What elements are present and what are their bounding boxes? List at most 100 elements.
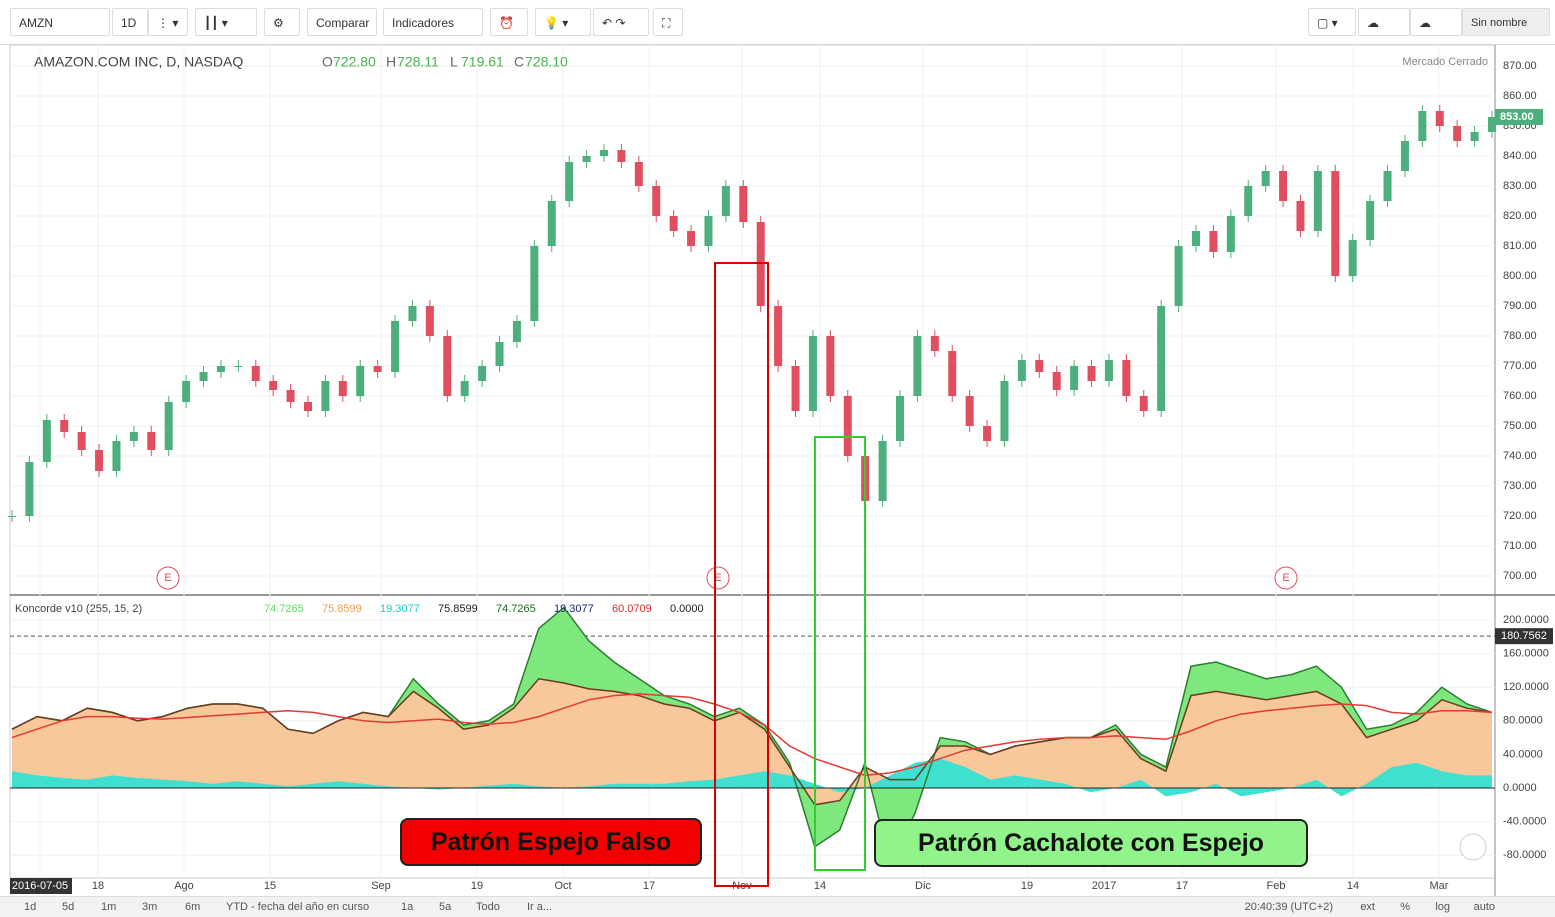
symbol-input[interactable]: AMZN — [10, 8, 110, 36]
candle — [704, 216, 713, 246]
candle — [1087, 366, 1096, 381]
indicator-value: 60.0709 — [612, 603, 652, 615]
candle — [147, 432, 156, 450]
red-box — [714, 262, 769, 887]
indicator-value: 19.3077 — [380, 603, 420, 615]
candle — [1139, 396, 1148, 411]
undo-redo[interactable]: ↶ ↷ — [593, 8, 649, 36]
y-tick-label: 860.00 — [1503, 90, 1537, 102]
scale-option[interactable]: % — [1400, 901, 1410, 913]
menu[interactable]: ⋮ ▾ — [148, 8, 188, 36]
clock[interactable]: 20:40:39 (UTC+2) — [1244, 901, 1333, 913]
candle — [77, 432, 86, 450]
candle — [739, 186, 748, 222]
candle — [216, 366, 225, 372]
ohlc-key: O — [322, 54, 333, 70]
indicator-value: 74.7265 — [264, 603, 304, 615]
indicator-area — [12, 678, 1492, 805]
date-tag — [10, 878, 72, 894]
x-tick-label: 19 — [1021, 880, 1033, 892]
range-button[interactable]: 3m — [142, 901, 158, 913]
candle — [129, 432, 138, 441]
y-tick-label: 830.00 — [1503, 180, 1537, 192]
ohlc-value: 722.80 — [333, 54, 376, 70]
alert[interactable]: ⏰ — [490, 8, 528, 36]
interval[interactable]: 1D — [112, 8, 148, 36]
indicator-value: 75.8599 — [438, 603, 478, 615]
range-button[interactable]: Todo — [476, 901, 500, 913]
chart: 2016-07-05 18 Ago 15 Sep 19 Oct 17 Nov 14 Dic 19 201… — [8, 44, 1555, 896]
candle — [8, 516, 16, 517]
y-tick-label: 720.00 — [1503, 510, 1537, 522]
range-button[interactable]: Ir a... — [527, 901, 553, 913]
green-box — [814, 436, 866, 871]
candle — [878, 441, 887, 501]
ideas[interactable]: 💡 ▾ — [535, 8, 591, 36]
range-button[interactable]: 5a — [439, 901, 452, 913]
candle — [791, 366, 800, 411]
compare[interactable]: Comparar — [307, 8, 377, 36]
candle — [1174, 246, 1183, 306]
candle — [425, 306, 434, 336]
chart-style[interactable]: ┃┃ ▾ — [195, 8, 257, 36]
candle — [896, 396, 904, 441]
candle — [1488, 117, 1496, 132]
candle — [1453, 126, 1462, 141]
y-tick-label: 200.0000 — [1503, 614, 1549, 626]
scale-option[interactable]: auto — [1473, 901, 1495, 913]
range-button[interactable]: YTD - fecha del año en curso — [226, 901, 370, 913]
earnings-marker — [1274, 566, 1298, 590]
candle — [1418, 111, 1427, 141]
scale-option[interactable]: log — [1435, 901, 1450, 913]
y-tick-label: 780.00 — [1503, 330, 1537, 342]
layout-name[interactable]: Sin nombre — [1462, 8, 1550, 36]
range-button[interactable]: 5d — [62, 901, 75, 913]
candle — [687, 231, 696, 246]
crosshair-tag — [1495, 628, 1553, 645]
cloud-load[interactable]: ☁ — [1358, 8, 1410, 36]
x-tick-label: 19 — [471, 880, 483, 892]
y-tick-label: 700.00 — [1503, 570, 1537, 582]
market-status: Mercado Cerrado — [1402, 56, 1488, 68]
last-price-tag — [1495, 109, 1543, 125]
candle — [460, 381, 469, 396]
candle — [600, 150, 608, 156]
candle — [251, 366, 260, 381]
candle — [199, 372, 208, 381]
settings[interactable]: ⚙ — [264, 8, 300, 36]
y-tick-label: 800.00 — [1503, 270, 1537, 282]
candle — [512, 321, 521, 342]
ohlc-key: C — [514, 54, 524, 70]
x-tick-label: Ago — [174, 880, 194, 892]
candle — [286, 390, 295, 402]
y-tick-label: 40.0000 — [1503, 748, 1543, 760]
y-tick-label: -80.0000 — [1503, 849, 1546, 861]
candle — [95, 450, 104, 471]
range-button[interactable]: 1d — [24, 901, 37, 913]
earnings-label: E — [164, 572, 171, 584]
candle — [530, 246, 539, 321]
candle — [25, 462, 34, 516]
candle — [843, 396, 852, 456]
candle — [182, 381, 191, 402]
scale-option[interactable]: ext — [1360, 901, 1375, 913]
y-tick-label: 710.00 — [1503, 540, 1537, 552]
x-tick-label: 2016-07-05 — [12, 880, 68, 892]
color[interactable]: ▢ ▾ — [1308, 8, 1356, 36]
x-tick-label: 2017 — [1092, 880, 1116, 892]
range-button[interactable]: 1m — [101, 901, 117, 913]
y-tick-label: 840.00 — [1503, 150, 1537, 162]
range-button[interactable]: 1a — [401, 901, 414, 913]
candle — [652, 186, 661, 216]
ohlc-value: 719.61 — [461, 54, 504, 70]
range-button[interactable]: 6m — [185, 901, 201, 913]
x-tick-label: 14 — [1347, 880, 1359, 892]
fullscreen[interactable]: ⛶ — [653, 8, 683, 36]
indicator-value: 0.0000 — [670, 603, 704, 615]
x-tick-label: 18 — [92, 880, 104, 892]
x-tick-label: 17 — [1176, 880, 1188, 892]
cloud-save[interactable]: ☁ — [1410, 8, 1462, 36]
candle — [565, 162, 574, 201]
ohlc-key: H — [386, 54, 396, 70]
indicators[interactable]: Indicadores — [383, 8, 483, 36]
